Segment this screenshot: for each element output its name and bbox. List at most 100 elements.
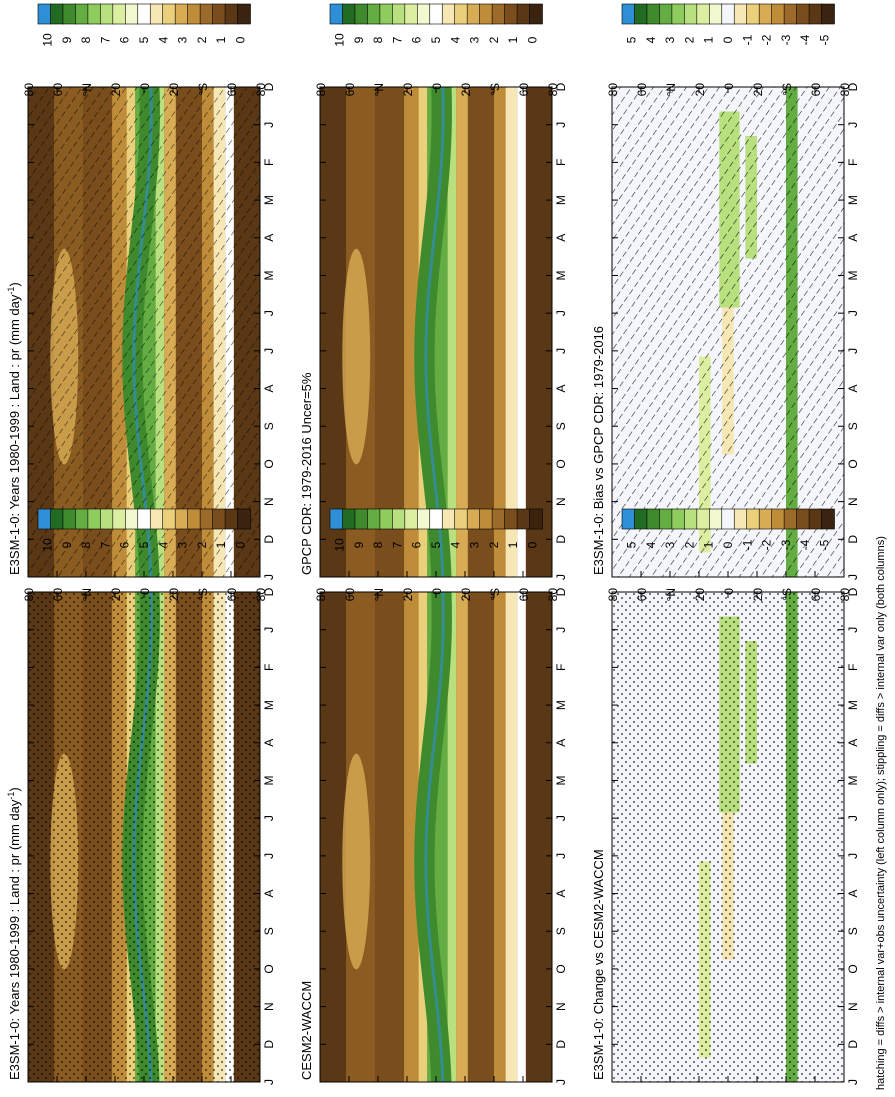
colorbar-label: 3 bbox=[468, 36, 482, 43]
colorbar-label: 2 bbox=[682, 36, 696, 43]
colorbar-swatch bbox=[237, 508, 251, 530]
colorbar-label: 8 bbox=[79, 541, 93, 548]
itcz-core bbox=[424, 86, 445, 578]
panel-title: E3SM-1-0: Change vs CESM2-WACCM bbox=[591, 849, 606, 1080]
colorbar-swatch bbox=[392, 3, 406, 25]
colorbar-label: -5 bbox=[817, 34, 831, 45]
field-band bbox=[494, 87, 506, 577]
month-tick-label: A bbox=[554, 385, 568, 393]
lat-tick-label: 80 bbox=[254, 83, 268, 97]
colorbar-label: 3 bbox=[176, 36, 190, 43]
colorbar-swatch bbox=[771, 3, 785, 25]
midlat-summer-rain bbox=[342, 248, 371, 465]
colorbar-label: -4 bbox=[798, 34, 812, 45]
lat-tick-label: 80 bbox=[546, 83, 560, 97]
month-tick-label: J bbox=[846, 815, 860, 821]
colorbar-swatch bbox=[529, 3, 543, 25]
colorbar-label: -2 bbox=[760, 539, 774, 550]
month-tick-label: O bbox=[262, 964, 276, 973]
colorbar-swatch bbox=[758, 3, 773, 25]
panel-title: GPCP CDR: 1979-2016 Uncer=5% bbox=[299, 372, 314, 575]
colorbar-label: 5 bbox=[625, 541, 639, 548]
colorbar-label: 0 bbox=[525, 36, 539, 43]
panel-title-main: E3SM-1-0: Years 1980-1999 : Land : pr (m… bbox=[7, 799, 22, 1080]
colorbar-swatch bbox=[684, 508, 698, 530]
lat-tick-label: 0 bbox=[138, 588, 152, 595]
lat-tick-label: °S bbox=[488, 588, 502, 601]
month-tick-label: J bbox=[846, 853, 860, 859]
colorbar-swatch bbox=[62, 3, 77, 25]
lat-tick-label: °N bbox=[664, 83, 678, 96]
panel-title-main: E3SM-1-0: Change vs CESM2-WACCM bbox=[591, 849, 606, 1080]
colorbar-swatch bbox=[659, 3, 673, 25]
lat-tick-label: 60 bbox=[517, 83, 531, 97]
month-tick-label: J bbox=[554, 853, 568, 859]
month-tick-label: A bbox=[554, 890, 568, 898]
itcz-band bbox=[414, 592, 452, 1082]
month-tick-label: D bbox=[262, 1040, 276, 1049]
month-tick-label: A bbox=[554, 739, 568, 747]
colorbar-label: 5 bbox=[137, 541, 151, 548]
colorbar-swatch bbox=[50, 3, 64, 25]
colorbar-label: 3 bbox=[176, 541, 190, 548]
month-tick-label: M bbox=[846, 700, 860, 710]
lat-tick-label: 60 bbox=[343, 83, 357, 97]
field-band bbox=[320, 87, 347, 577]
colorbar-swatch bbox=[87, 508, 102, 530]
month-tick-label: D bbox=[554, 587, 568, 596]
colorbar-swatch bbox=[392, 508, 406, 530]
colorbar-swatch bbox=[466, 508, 481, 530]
colorbar-swatch bbox=[112, 508, 127, 530]
lat-tick-label: 20 bbox=[167, 588, 181, 602]
colorbar-swatch bbox=[516, 508, 531, 530]
colorbar-swatch bbox=[746, 508, 760, 530]
colorbar-label: 10 bbox=[333, 538, 347, 552]
lat-tick-label: 20 bbox=[693, 588, 707, 602]
month-tick-label: F bbox=[554, 159, 568, 166]
colorbar-swatch bbox=[137, 508, 152, 530]
colorbar-swatch bbox=[174, 508, 189, 530]
colorbar-swatch bbox=[124, 508, 139, 530]
panel-5: 80 60 °N 20 0 20 °S 60 80DJFMAMJJASONDJE3SM-1-0:… bbox=[591, 82, 860, 580]
field-band bbox=[447, 592, 457, 1082]
month-tick-label: J bbox=[554, 1079, 568, 1085]
colorbar-label: 10 bbox=[41, 538, 55, 552]
lat-tick-label: 80 bbox=[838, 83, 852, 97]
colorbar-swatch bbox=[100, 3, 114, 25]
field-band bbox=[525, 592, 552, 1082]
colorbar-label: -1 bbox=[740, 539, 754, 550]
colorbar-swatch bbox=[491, 508, 506, 530]
lat-tick-label: 60 bbox=[517, 588, 531, 602]
colorbar-label: 8 bbox=[371, 36, 385, 43]
month-tick-label: J bbox=[554, 815, 568, 821]
colorbar-swatch bbox=[671, 508, 686, 530]
month-tick-label: F bbox=[262, 159, 276, 166]
field-band bbox=[320, 592, 347, 1082]
field-band bbox=[375, 87, 405, 577]
hatching-overlay bbox=[28, 87, 260, 577]
colorbar-label: 0 bbox=[721, 36, 735, 43]
colorbar-swatch bbox=[199, 3, 214, 25]
month-tick-label: F bbox=[554, 664, 568, 671]
lat-tick-label: 60 bbox=[809, 588, 823, 602]
month-tick-label: D bbox=[846, 1040, 860, 1049]
month-tick-label: D bbox=[554, 535, 568, 544]
month-tick-label: J bbox=[262, 348, 276, 354]
month-tick-label: D bbox=[262, 587, 276, 596]
month-tick-label: J bbox=[262, 853, 276, 859]
month-tick-label: J bbox=[846, 627, 860, 633]
lat-tick-label: °S bbox=[780, 83, 794, 96]
colorbar-label: 5 bbox=[429, 541, 443, 548]
colorbar: 10 9 8 7 6 5 4 3 2 1 0 bbox=[37, 3, 251, 47]
colorbar-swatch bbox=[187, 3, 201, 25]
colorbar-swatch bbox=[37, 508, 52, 530]
footnote: hatching = diffs > internal var+obs unce… bbox=[875, 536, 887, 1090]
colorbar-label: 2 bbox=[195, 541, 209, 548]
colorbar: 10 9 8 7 6 5 4 3 2 1 0 bbox=[329, 508, 543, 552]
colorbar-label: 1 bbox=[506, 36, 520, 43]
colorbar-label: 4 bbox=[448, 541, 462, 548]
month-tick-label: F bbox=[846, 159, 860, 166]
panel-title-main: E3SM-1-0: Years 1980-1999 : Land : pr (m… bbox=[7, 294, 22, 575]
colorbar-swatch bbox=[721, 3, 736, 25]
month-tick-label: D bbox=[554, 1040, 568, 1049]
